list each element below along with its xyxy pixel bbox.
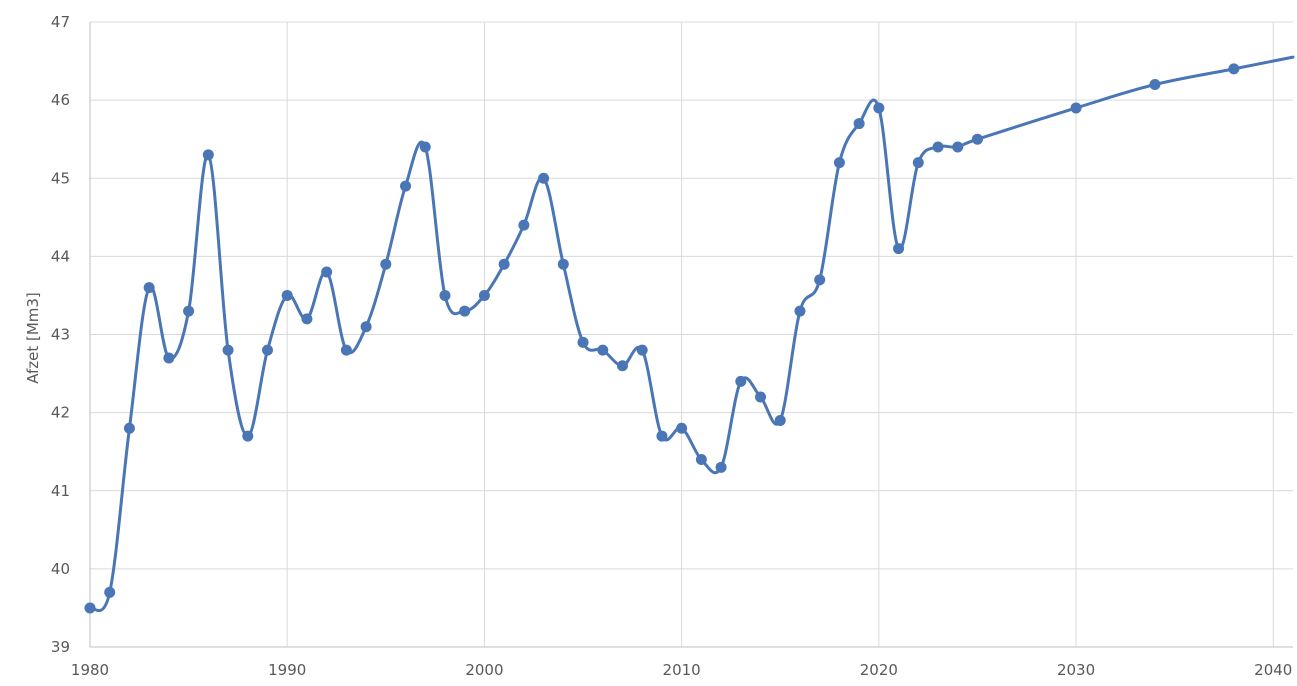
data-point [104,586,116,598]
data-point [814,274,826,286]
data-point [794,305,806,317]
data-point [636,344,648,356]
data-point [1070,102,1082,114]
axes [89,22,1293,648]
x-tick-label: 1990 [268,661,306,679]
data-point [1228,63,1240,75]
data-point [893,243,905,255]
data-point [932,141,944,153]
data-point [577,336,589,348]
data-point [123,422,135,434]
y-axis-title: Afzet [Mm3] [24,292,42,384]
data-point [676,422,688,434]
data-point [478,289,490,301]
x-tick-label: 2020 [860,661,898,679]
data-point [261,344,273,356]
y-tick-label: 42 [51,404,70,422]
data-point [360,321,372,333]
x-tick-labels: 1980 1990 2000 2010 2020 2030 2040 [71,661,1292,679]
data-point [281,289,293,301]
y-tick-label: 41 [51,482,70,500]
data-point [735,375,747,387]
data-point [833,157,845,169]
y-tick-label: 46 [51,91,70,109]
data-point [301,313,313,325]
x-tick-label: 2000 [465,661,503,679]
data-point [774,414,786,426]
data-point [143,282,155,294]
x-tick-label: 2010 [663,661,701,679]
data-point [755,391,767,403]
x-tick-label: 1980 [71,661,109,679]
data-point [695,454,707,465]
data-point [380,258,392,270]
data-point [912,157,924,169]
data-point [419,141,431,153]
data-point [242,430,254,442]
data-point [715,461,727,473]
data-point [222,344,234,356]
data-point [538,172,550,184]
y-tick-label: 44 [51,247,70,265]
y-tick-label: 45 [51,169,70,187]
y-tick-label: 40 [51,560,70,578]
data-point [400,180,412,192]
data-point [202,149,214,161]
data-point [183,305,195,317]
y-tick-labels: 39 40 41 42 43 44 45 46 47 [51,13,70,656]
data-point [557,258,569,270]
series-line [88,55,1295,613]
y-tick-label: 47 [51,13,70,31]
data-point [84,602,96,614]
data-point [616,360,628,372]
data-point [656,430,668,442]
data-point [163,352,175,364]
data-point [597,344,609,356]
x-tick-label: 2030 [1057,661,1095,679]
data-point [853,118,865,130]
data-point [518,219,530,231]
series-group [84,55,1295,614]
x-tick-label: 2040 [1254,661,1292,679]
y-tick-label: 39 [51,638,70,656]
data-point [439,289,451,301]
y-tick-label: 43 [51,326,70,344]
data-point [498,258,510,270]
data-point [971,133,983,145]
data-point [321,266,333,278]
data-point [873,102,885,114]
data-point [340,344,352,356]
data-point [459,305,471,317]
data-point [1149,79,1161,90]
data-point [952,141,964,153]
gridlines [89,21,1293,648]
